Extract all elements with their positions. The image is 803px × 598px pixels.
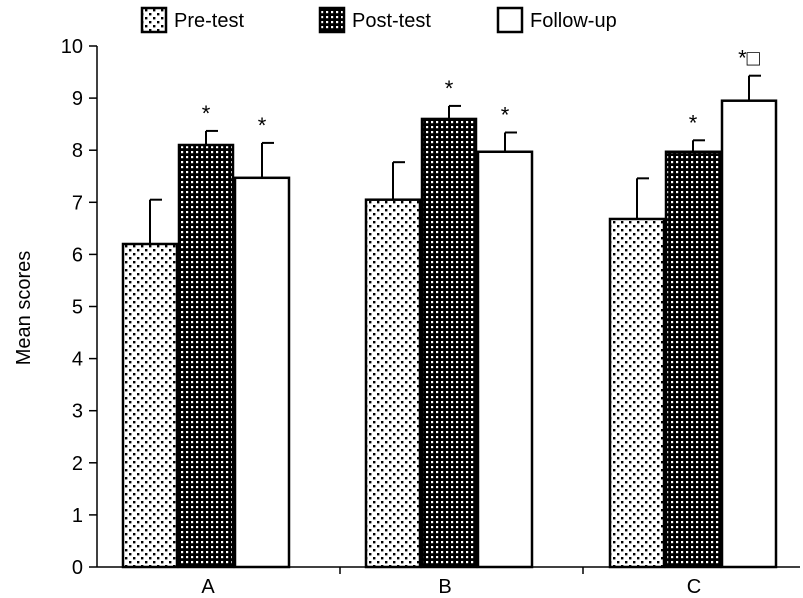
y-tick-label: 4 (72, 349, 83, 371)
significance-marker: *□ (738, 46, 760, 71)
y-tick-label: 5 (72, 297, 83, 319)
bar-follow-up (476, 150, 534, 569)
bar-follow-up (720, 99, 778, 569)
bar-post-test (177, 143, 235, 569)
legend-swatch (496, 6, 524, 34)
significance-marker: * (689, 110, 698, 135)
y-tick-label: 2 (72, 453, 83, 475)
x-tick-label: B (438, 576, 451, 598)
legend-swatch (318, 6, 346, 34)
bar-pre-test (364, 198, 422, 569)
legend-swatch (140, 6, 168, 34)
y-tick-label: 1 (72, 505, 83, 527)
bars: * * * * * *□ (121, 46, 778, 569)
significance-marker: * (501, 102, 510, 127)
x-tick-label: A (201, 576, 215, 598)
significance-marker: * (202, 101, 211, 126)
x-tick-label: C (687, 576, 701, 598)
bar-follow-up (233, 176, 291, 569)
y-tick-label: 7 (72, 192, 83, 214)
y-tick-label: 8 (72, 140, 83, 162)
y-tick-label: 0 (72, 557, 83, 579)
legend-label: Follow-up (530, 10, 617, 32)
y-tick-label: 9 (72, 88, 83, 110)
y-tick-label: 10 (61, 36, 83, 58)
bar-pre-test (121, 242, 179, 569)
legend: Pre-test Post-test Follow-up (140, 6, 617, 34)
significance-marker: * (445, 76, 454, 101)
y-tick-label: 6 (72, 244, 83, 266)
significance-marker: * (258, 113, 267, 138)
legend-label: Post-test (352, 10, 431, 32)
y-axis-label: Mean scores (13, 251, 35, 366)
legend-label: Pre-test (174, 10, 244, 32)
y-tick-label: 3 (72, 401, 83, 423)
bar-post-test (664, 150, 722, 569)
bar-pre-test (608, 217, 666, 569)
bar-post-test (420, 117, 478, 569)
